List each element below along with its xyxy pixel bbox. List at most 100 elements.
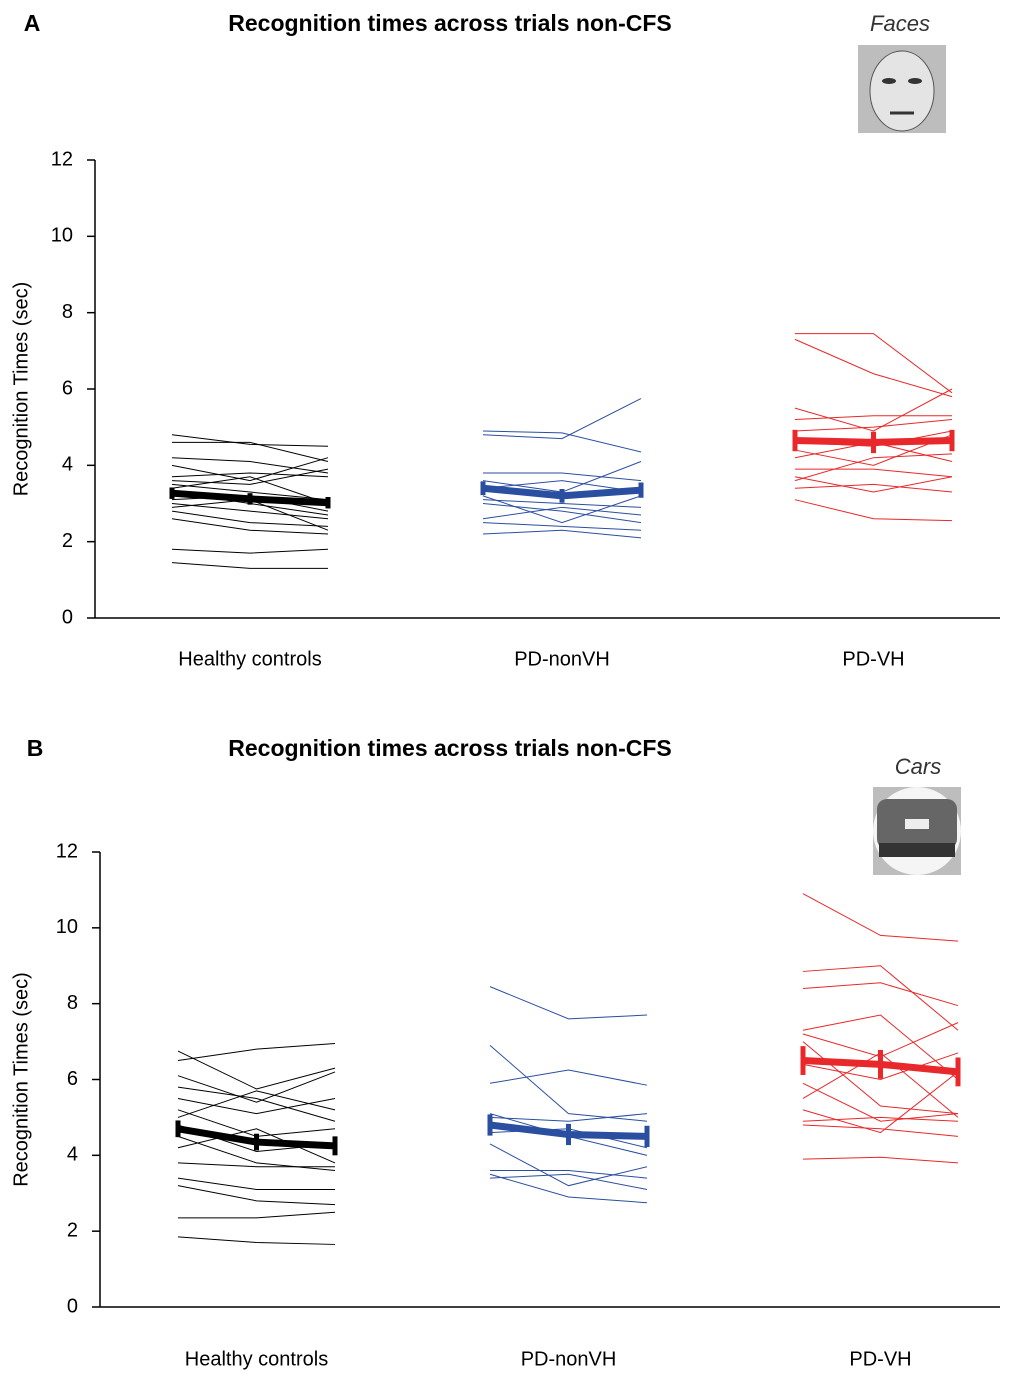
subject-line: [177, 1050, 336, 1090]
subject-line: [482, 529, 642, 539]
group-label: PD-VH: [842, 648, 904, 670]
group-label: PD-nonVH: [514, 648, 610, 670]
subject-line: [802, 1156, 959, 1164]
y-tick-label: 12: [51, 148, 73, 170]
subject-line: [171, 472, 329, 478]
y-tick-label: 12: [56, 840, 78, 862]
subject-line: [489, 1173, 648, 1204]
subject-line: [482, 503, 642, 524]
subject-line: [482, 480, 642, 493]
subject-line: [794, 415, 952, 421]
stimulus-face: [869, 50, 935, 132]
subject-line: [171, 457, 329, 482]
group-label: PD-VH: [849, 1348, 911, 1370]
subject-line: [802, 893, 959, 942]
subject-line: [795, 333, 953, 394]
subject-line: [802, 965, 959, 1031]
subject-line: [482, 398, 642, 440]
y-tick-label: 2: [67, 1219, 78, 1241]
group-lines: [800, 893, 961, 1164]
subject-line: [802, 1052, 959, 1081]
panel-letter: A: [24, 10, 41, 36]
subject-line: [482, 495, 642, 524]
subject-line: [177, 1071, 336, 1103]
group-lines: [169, 434, 331, 569]
stimulus-bumper: [879, 843, 955, 857]
subject-line: [177, 1236, 336, 1245]
subject-line: [794, 483, 953, 493]
y-tick-label: 6: [67, 1068, 78, 1090]
subject-line: [794, 338, 953, 398]
chart-title: Recognition times across trials non-CFS: [228, 10, 671, 36]
group-lines: [480, 398, 644, 539]
y-tick-label: 8: [67, 992, 78, 1014]
subject-line: [171, 476, 329, 504]
subject-line: [177, 1177, 335, 1190]
y-tick-label: 4: [62, 454, 73, 476]
stimulus-eye: [882, 78, 896, 84]
subject-line: [482, 506, 642, 520]
subject-line: [802, 1014, 959, 1080]
subject-line: [489, 1143, 648, 1187]
subject-line: [794, 388, 953, 432]
subject-line: [177, 1135, 336, 1171]
y-tick-label: 0: [62, 606, 73, 628]
subject-line: [482, 522, 642, 531]
y-tick-label: 6: [62, 377, 73, 399]
stimulus-plate: [905, 819, 929, 829]
subject-line: [171, 434, 329, 447]
subject-line: [794, 453, 953, 482]
subject-line: [177, 1042, 336, 1062]
subject-line: [490, 1170, 648, 1179]
subject-line: [794, 499, 953, 522]
y-axis-label: Recognition Times (sec): [10, 972, 32, 1187]
group-label: Healthy controls: [178, 648, 321, 670]
panel-letter: B: [27, 735, 44, 761]
y-tick-label: 2: [62, 530, 73, 552]
image-label: Cars: [895, 754, 941, 779]
subject-line: [171, 457, 329, 474]
subject-line: [171, 468, 329, 485]
y-tick-label: 4: [67, 1144, 78, 1166]
subject-line: [171, 518, 329, 535]
y-tick-label: 10: [51, 225, 73, 247]
y-tick-label: 0: [67, 1295, 78, 1317]
y-axis-label: Recognition Times (sec): [10, 282, 32, 497]
subject-line: [177, 1185, 336, 1206]
subject-line: [171, 548, 329, 554]
subject-line: [489, 1045, 648, 1122]
subject-line: [482, 430, 642, 453]
group-lines: [792, 333, 955, 522]
subject-line: [171, 562, 328, 569]
image-label: Faces: [870, 11, 930, 36]
group-lines: [175, 1042, 338, 1245]
stimulus-eye: [908, 78, 922, 84]
subject-line: [177, 1128, 336, 1164]
subject-line: [802, 982, 959, 1007]
subject-line: [489, 1113, 648, 1122]
subject-line: [489, 1173, 648, 1190]
subject-line: [794, 419, 953, 432]
group-label: PD-nonVH: [521, 1348, 617, 1370]
subject-line: [802, 1116, 959, 1122]
subject-line: [489, 1069, 648, 1086]
chart-title: Recognition times across trials non-CFS: [228, 735, 671, 761]
subject-line: [483, 472, 642, 482]
subject-line: [489, 986, 648, 1020]
subject-line: [177, 1086, 336, 1122]
group-lines: [487, 986, 650, 1204]
y-tick-label: 10: [56, 916, 78, 938]
subject-line: [482, 499, 642, 508]
subject-line: [177, 1097, 336, 1115]
subject-line: [802, 1124, 959, 1137]
subject-line: [171, 483, 329, 501]
subject-line: [172, 441, 329, 463]
subject-line: [177, 1090, 336, 1118]
subject-line: [177, 1162, 335, 1168]
subject-line: [802, 1071, 959, 1134]
subject-line: [171, 510, 329, 527]
y-tick-label: 8: [62, 301, 73, 323]
subject-line: [178, 1211, 336, 1219]
subject-line: [802, 1082, 959, 1122]
